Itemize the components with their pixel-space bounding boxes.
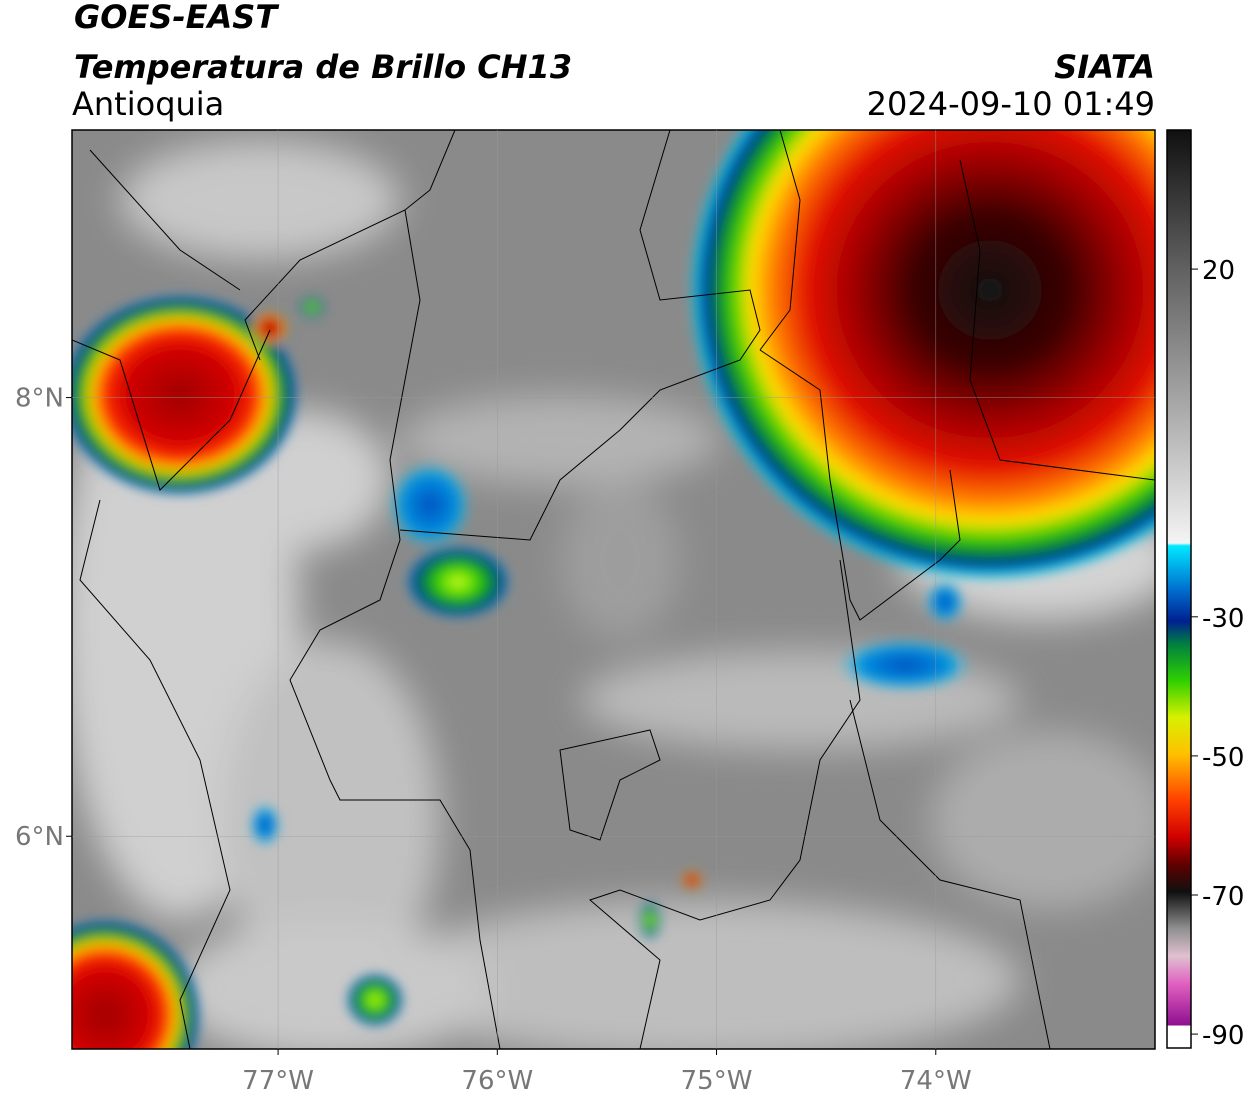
x-tick-label: 77°W [242,1066,314,1096]
source: SIATA [1054,48,1155,86]
region: Antioquia [72,85,224,123]
colorbar [1166,129,1192,1049]
colorbar-tick-label: -90 [1202,1021,1244,1051]
colorbar-tick-label: -50 [1202,743,1244,773]
x-tick-label: 74°W [900,1066,972,1096]
map-frame [71,129,1156,1050]
x-tick-label: 76°W [461,1066,533,1096]
title: GOES-EAST [74,0,279,36]
colorbar-tick-label: -30 [1202,604,1244,634]
datetime: 2024-09-10 01:49 [867,85,1155,123]
y-tick-label: 8°N [15,384,64,414]
colorbar-tick-label: -70 [1202,882,1244,912]
y-tick-label: 6°N [15,822,64,852]
imagery [72,130,1155,1049]
colorbar-tick-label: 20 [1202,256,1235,286]
x-tick-label: 75°W [681,1066,753,1096]
subtitle: Temperatura de Brillo CH13 [74,48,572,86]
